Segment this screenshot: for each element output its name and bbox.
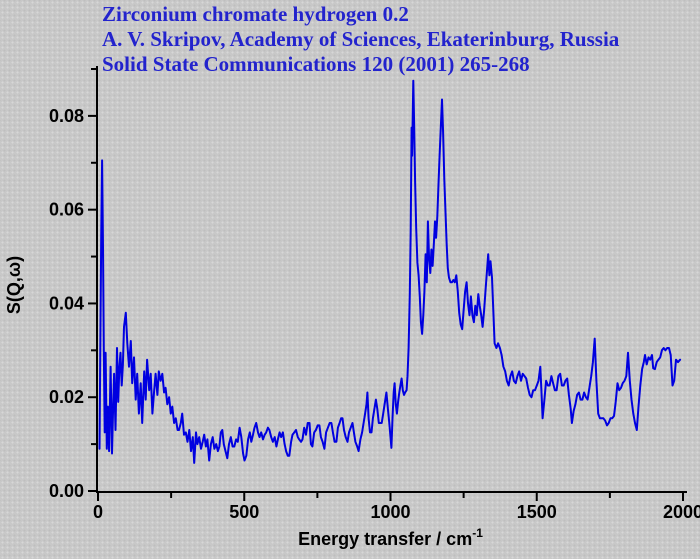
y-axis-title-text: S(Q,ω): [4, 255, 24, 315]
y-tick-label-0.04: 0.04: [49, 293, 84, 313]
spectrum-line: [98, 79, 682, 464]
y-tick-label-0.00: 0.00: [49, 481, 84, 501]
x-axis-title-text: Energy transfer / cm: [298, 529, 473, 549]
y-tick-label-0.06: 0.06: [49, 200, 84, 220]
chart-header: Zirconium chromate hydrogen 0.2 A. V. Sk…: [102, 2, 619, 77]
header-line-title: Zirconium chromate hydrogen 0.2: [102, 2, 409, 26]
x-axis-title: Energy transfer / cm-1: [98, 526, 683, 550]
x-tick-label-0: 0: [93, 502, 103, 522]
y-tick-label-0.08: 0.08: [49, 106, 84, 126]
x-tick-label-500: 500: [229, 502, 259, 522]
x-tick-label-1500: 1500: [517, 502, 557, 522]
y-tick-label-0.02: 0.02: [49, 387, 84, 407]
header-line-author: A. V. Skripov, Academy of Sciences, Ekat…: [102, 27, 620, 51]
y-axis-title: S(Q,ω): [4, 185, 28, 385]
x-tick-label-1000: 1000: [370, 502, 410, 522]
x-tick-label-2000: 2000: [663, 502, 700, 522]
x-axis-title-superscript: -1: [472, 526, 483, 540]
header-line-reference: Solid State Communications 120 (2001) 26…: [102, 52, 530, 76]
